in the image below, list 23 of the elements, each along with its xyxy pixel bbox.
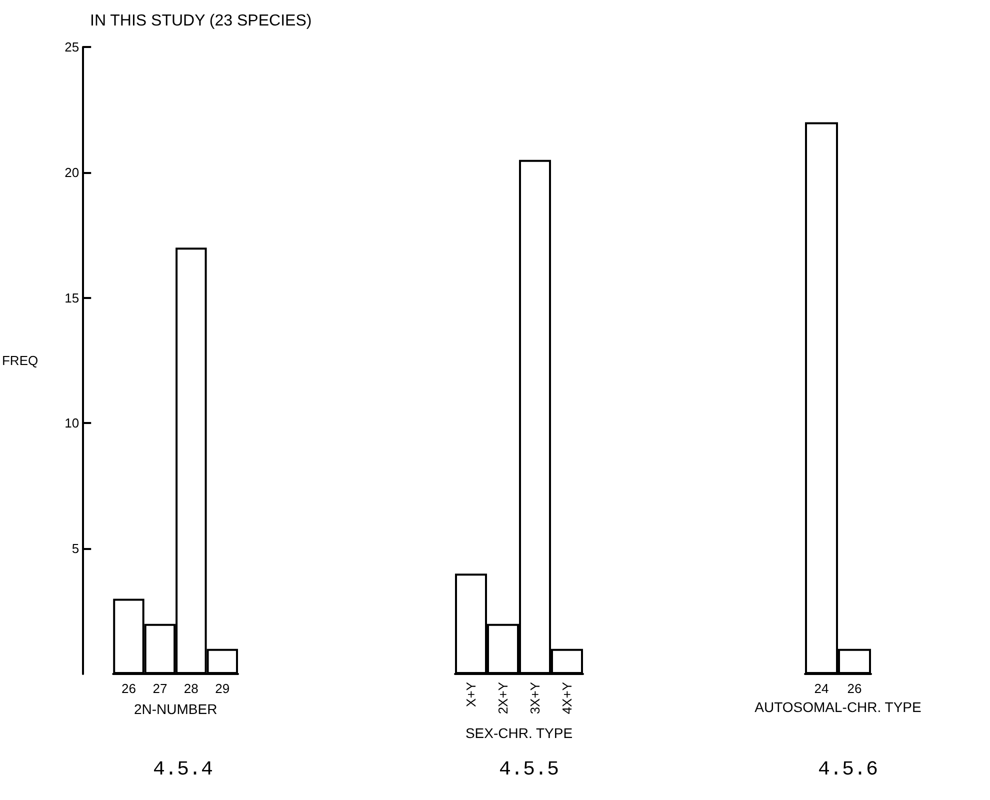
y-tick-label: 5 <box>72 541 80 556</box>
text: 4.5.6 <box>818 758 878 782</box>
x-tick-label: 26 <box>121 681 136 696</box>
y-axis-title: FREQ <box>2 353 38 368</box>
x-tick-label: 4X+Y <box>560 682 574 714</box>
x-tick-label: 29 <box>215 681 230 696</box>
x-axis-title: SEX-CHR. TYPE <box>465 725 573 741</box>
y-tick-label: 20 <box>64 164 80 180</box>
y-tick-label: 10 <box>64 416 80 431</box>
x-tick-label: 27 <box>152 681 168 696</box>
x-tick-label: 28 <box>184 681 198 696</box>
x-tick-label: 3X+Y <box>528 682 542 714</box>
text: 4.5.4 <box>153 758 214 782</box>
x-axis-title: 2N-NUMBER <box>134 701 218 717</box>
x-tick-label: X+Y <box>464 682 478 707</box>
y-tick-label: 25 <box>64 40 80 54</box>
text: 4.5.5 <box>499 758 560 782</box>
y-tick-label: 15 <box>64 290 80 306</box>
x-axis-title: AUTOSOMAL-CHR. TYPE <box>754 698 922 715</box>
x-tick-label: 24 <box>814 681 829 696</box>
x-tick-label: 26 <box>847 681 862 696</box>
x-tick-label: 2X+Y <box>496 682 510 714</box>
chart-title: IN THIS STUDY (23 SPECIES) <box>90 12 312 30</box>
